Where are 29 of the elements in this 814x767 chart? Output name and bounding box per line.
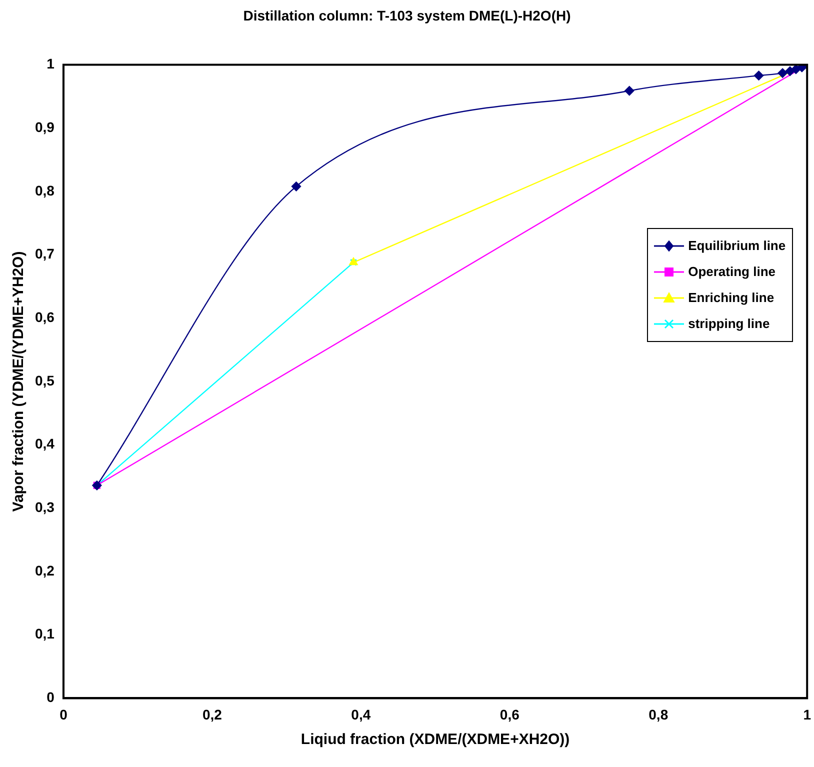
y-tick-label: 1: [46, 56, 55, 72]
point: [754, 70, 764, 80]
y-tick-label: 0,6: [34, 309, 55, 326]
legend-label: stripping line: [688, 316, 770, 332]
y-tick-label: 0,2: [34, 562, 55, 578]
chart-title: Distillation column: T-103 system DME(L)-H2O(H): [243, 7, 571, 24]
point: [785, 66, 795, 76]
point: [624, 86, 634, 96]
y-tick-label: 0,9: [34, 119, 55, 135]
y-tick-label: 0,7: [34, 246, 55, 262]
point: [291, 182, 301, 192]
y-tick-label: 0,8: [34, 182, 55, 198]
x-axis-title: Liqiud fraction (XDME/(XDME+XH2O)): [300, 731, 570, 748]
x-tick-label: 0,8: [648, 706, 668, 722]
legend-label: Operating line: [688, 264, 776, 280]
x-tick-label: 0,2: [202, 706, 222, 722]
x-tick-label: 0: [60, 706, 68, 722]
legend-label: Equilibrium line: [688, 238, 786, 254]
y-tick-label: 0,1: [34, 626, 55, 642]
y-tick-label: 0,3: [34, 499, 55, 516]
x-tick-label: 1: [803, 706, 812, 722]
y-tick-label: 0: [46, 689, 55, 706]
x-tick-label: 0,4: [351, 706, 371, 722]
legend-label: Enriching line: [688, 290, 774, 306]
y-tick-label: 0,4: [34, 436, 55, 452]
y-axis-title: Vapor fraction (YDME/(YDME+YH2O): [10, 251, 28, 512]
y-tick-label: 0,5: [34, 372, 55, 388]
x-tick-label: 0,6: [500, 706, 520, 722]
point: [778, 68, 788, 78]
